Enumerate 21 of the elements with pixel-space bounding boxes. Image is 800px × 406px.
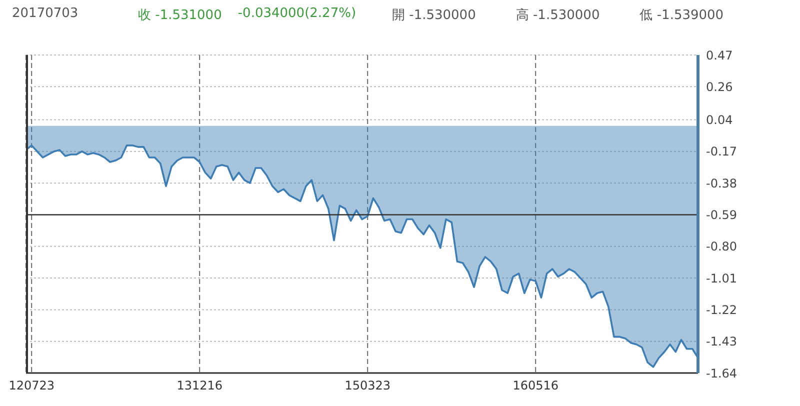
x-tick-label: 120723 bbox=[8, 378, 55, 393]
y-tick-label: -0.59 bbox=[706, 208, 738, 222]
y-tick-label: -0.80 bbox=[706, 240, 738, 254]
y-tick-label: -1.22 bbox=[706, 302, 738, 317]
y-tick-label: -0.17 bbox=[706, 144, 738, 159]
text: 低 -1.539000 bbox=[640, 7, 724, 24]
y-tick-label: -1.43 bbox=[706, 334, 738, 349]
y-tick-label: -0.38 bbox=[706, 176, 738, 190]
text: 開 -1.530000 bbox=[392, 7, 476, 24]
text: -0.034000(2.27%) bbox=[238, 6, 356, 23]
y-tick-label: 0.26 bbox=[706, 80, 733, 94]
y-tick-label: -1.64 bbox=[706, 366, 738, 380]
x-tick-label: 131216 bbox=[176, 378, 223, 393]
y-tick-label: 0.04 bbox=[706, 113, 733, 128]
text: 高 -1.530000 bbox=[516, 7, 600, 24]
x-tick-label: 150323 bbox=[344, 378, 391, 393]
x-tick-label: 160516 bbox=[512, 378, 559, 393]
y-tick-label: -1.01 bbox=[706, 271, 738, 286]
chart-title: 20170703 bbox=[12, 6, 78, 21]
text: 收 -1.531000 bbox=[138, 7, 222, 24]
y-tick-label: 0.47 bbox=[706, 48, 733, 62]
